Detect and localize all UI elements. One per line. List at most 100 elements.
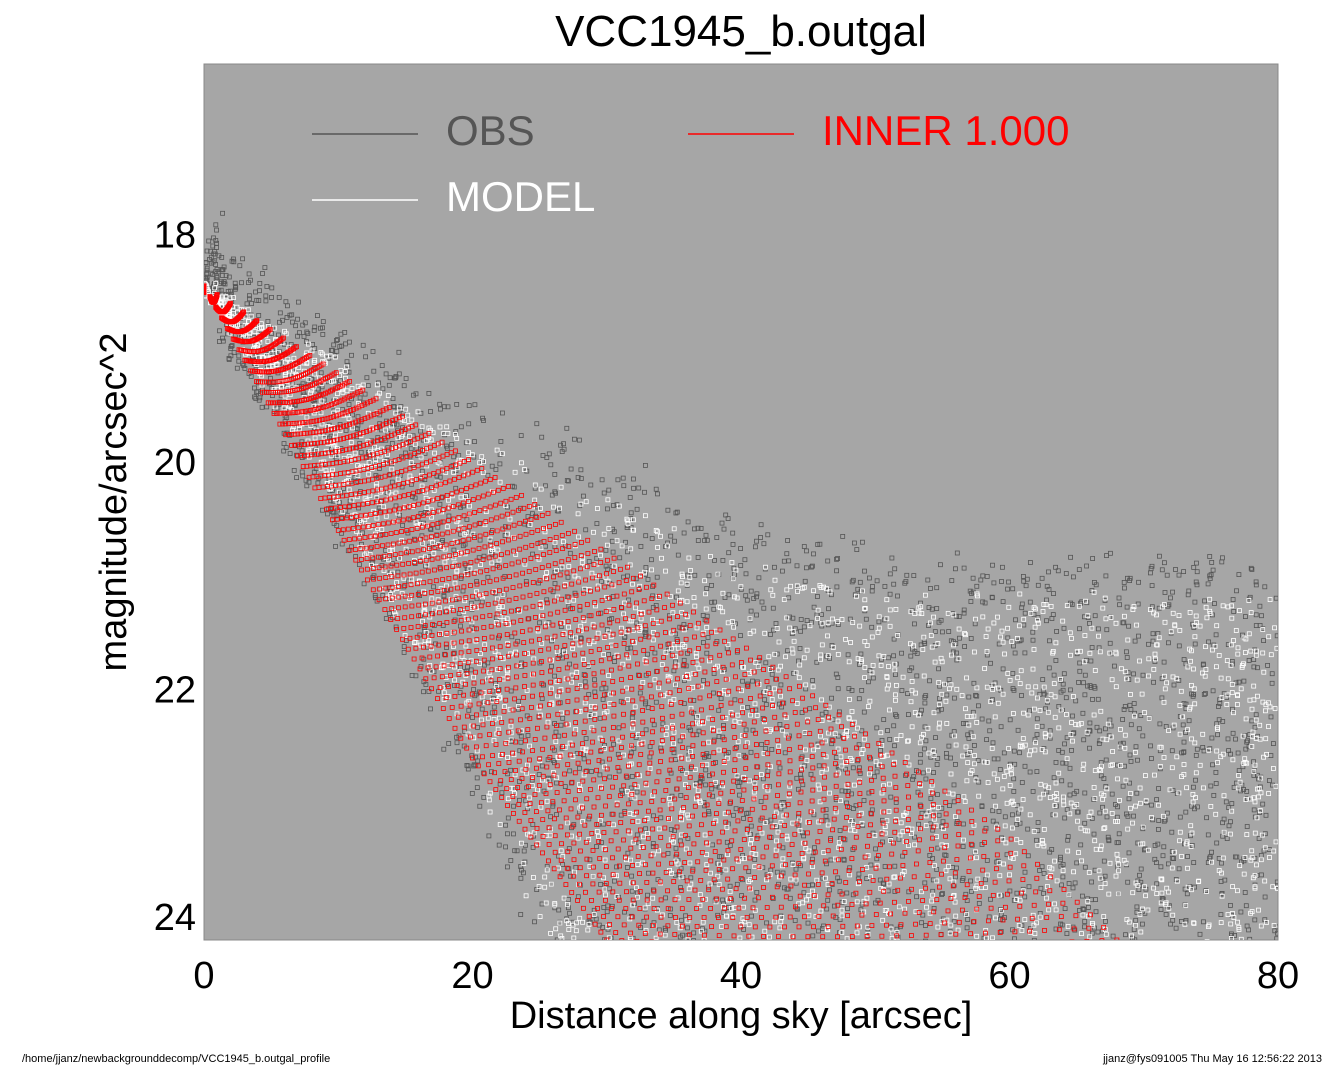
model-point	[855, 656, 861, 661]
model-point	[1083, 598, 1088, 604]
obs-point	[599, 840, 604, 845]
obs-point	[210, 259, 216, 265]
obs-point	[1120, 783, 1126, 789]
obs-point	[730, 542, 736, 547]
obs-point	[503, 844, 509, 850]
obs-point	[1158, 907, 1164, 912]
obs-point	[577, 882, 583, 888]
obs-point	[1190, 693, 1196, 699]
obs-point	[519, 660, 525, 666]
obs-point	[543, 543, 548, 549]
obs-point	[423, 682, 429, 687]
model-point	[953, 814, 958, 819]
obs-point	[1090, 697, 1095, 702]
obs-point	[1132, 710, 1137, 716]
obs-point	[629, 715, 635, 721]
obs-point	[1252, 724, 1258, 730]
model-point	[1189, 683, 1194, 688]
model-point	[799, 764, 805, 770]
obs-point	[951, 919, 957, 925]
obs-point	[984, 652, 990, 658]
model-point	[1162, 686, 1168, 692]
obs-point	[712, 599, 717, 605]
obs-point	[1095, 696, 1101, 702]
obs-point	[824, 861, 829, 867]
model-point	[1058, 676, 1063, 682]
obs-point	[979, 716, 985, 722]
model-point	[1228, 662, 1234, 668]
obs-point	[810, 933, 816, 939]
model-point	[1022, 917, 1028, 922]
model-point	[450, 644, 456, 649]
obs-point	[726, 550, 732, 556]
obs-point	[607, 774, 613, 780]
obs-point	[383, 616, 389, 621]
obs-point	[996, 809, 1002, 814]
model-point	[594, 829, 600, 834]
obs-point	[1253, 582, 1259, 588]
obs-point	[401, 650, 407, 655]
obs-point	[1244, 824, 1250, 829]
obs-point	[857, 579, 863, 585]
obs-point	[824, 906, 830, 912]
model-point	[340, 509, 346, 515]
obs-point	[926, 605, 932, 610]
model-point	[1051, 681, 1057, 686]
obs-point	[738, 563, 744, 568]
obs-point	[999, 579, 1004, 584]
model-point	[1191, 666, 1196, 672]
model-point	[1270, 884, 1276, 890]
obs-point	[909, 665, 915, 671]
obs-point	[607, 886, 612, 892]
obs-point	[768, 817, 774, 823]
model-point	[438, 631, 444, 637]
obs-point	[923, 776, 929, 782]
model-point	[1109, 677, 1115, 683]
model-point	[897, 832, 903, 838]
obs-point	[681, 663, 686, 669]
obs-point	[857, 765, 862, 771]
obs-point	[231, 350, 237, 356]
obs-point	[504, 864, 510, 870]
obs-point	[1054, 629, 1059, 634]
obs-point	[534, 504, 540, 510]
obs-point	[1104, 945, 1108, 949]
model-point	[675, 645, 681, 651]
model-point	[1030, 941, 1034, 945]
obs-point	[829, 695, 834, 701]
obs-point	[1103, 919, 1108, 924]
model-point	[825, 822, 831, 828]
obs-point	[1000, 666, 1006, 672]
obs-point	[1062, 906, 1068, 911]
obs-point	[1132, 937, 1138, 940]
obs-point	[654, 574, 660, 580]
obs-point	[1202, 598, 1207, 604]
obs-point	[789, 951, 793, 955]
obs-point	[818, 620, 824, 626]
obs-point	[1093, 582, 1099, 588]
obs-point	[1077, 668, 1083, 674]
model-point	[309, 348, 315, 354]
obs-point	[870, 584, 875, 589]
obs-point	[798, 617, 804, 622]
obs-point	[523, 579, 529, 584]
model-point	[874, 863, 880, 869]
obs-point	[583, 527, 589, 533]
model-point	[492, 649, 498, 654]
obs-point	[219, 291, 225, 297]
obs-point	[1262, 584, 1268, 590]
obs-point	[740, 678, 745, 684]
obs-point	[612, 659, 617, 664]
model-point	[909, 831, 914, 836]
obs-point	[815, 542, 821, 547]
obs-point	[280, 317, 286, 323]
model-point	[1197, 762, 1203, 768]
obs-point	[1236, 679, 1242, 685]
obs-point	[790, 615, 796, 621]
model-point	[1123, 777, 1129, 783]
model-point	[729, 560, 735, 565]
model-point	[982, 666, 987, 671]
obs-point	[1181, 739, 1187, 745]
obs-point	[919, 707, 924, 713]
obs-point	[882, 584, 888, 589]
